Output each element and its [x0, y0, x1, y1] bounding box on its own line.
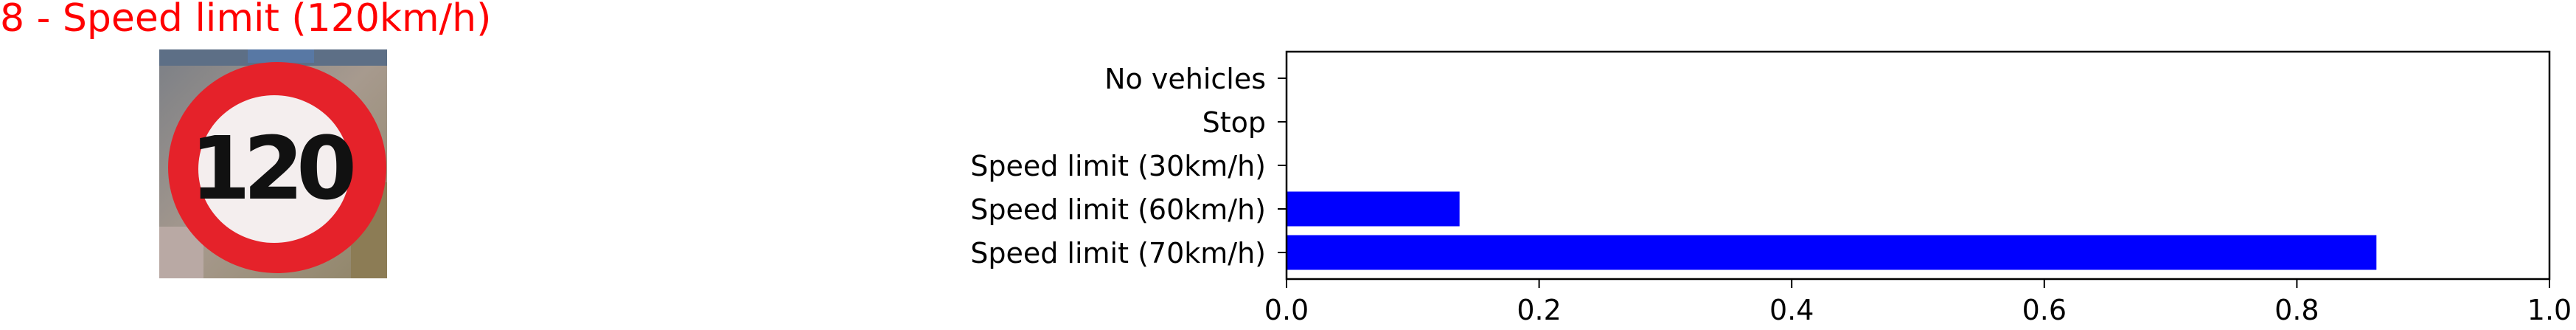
- y-tick-label: Speed limit (60km/h): [970, 193, 1266, 226]
- bar: [1287, 235, 2377, 270]
- x-tick-label: 1.0: [2527, 294, 2572, 326]
- bars-group: [1287, 191, 2377, 270]
- x-tick-label: 0.2: [1517, 294, 1561, 326]
- speed-limit-sign-icon: 120: [159, 49, 387, 278]
- sign-number: 120: [190, 117, 353, 219]
- y-tick-label: Speed limit (30km/h): [970, 150, 1266, 182]
- plot-frame: [1285, 50, 2551, 281]
- x-tick-label: 0.0: [1264, 294, 1309, 326]
- y-tick-labels: Speed limit (70km/h) Speed limit (60km/h)…: [970, 63, 1287, 269]
- y-tick-label: No vehicles: [1104, 63, 1266, 95]
- x-tick-label: 0.6: [2022, 294, 2067, 326]
- y-tick-label: Speed limit (70km/h): [970, 237, 1266, 269]
- x-tick-label: 0.8: [2274, 294, 2319, 326]
- x-tick-label: 0.4: [1769, 294, 1814, 326]
- bar: [1287, 191, 1460, 227]
- x-ticks: 0.0 0.2 0.4 0.6 0.8 1.0: [1264, 279, 2572, 326]
- chart-title: 8 - Speed limit (120km/h): [0, 0, 492, 41]
- traffic-sign-image: 120: [159, 49, 387, 278]
- y-tick-label: Stop: [1202, 106, 1266, 139]
